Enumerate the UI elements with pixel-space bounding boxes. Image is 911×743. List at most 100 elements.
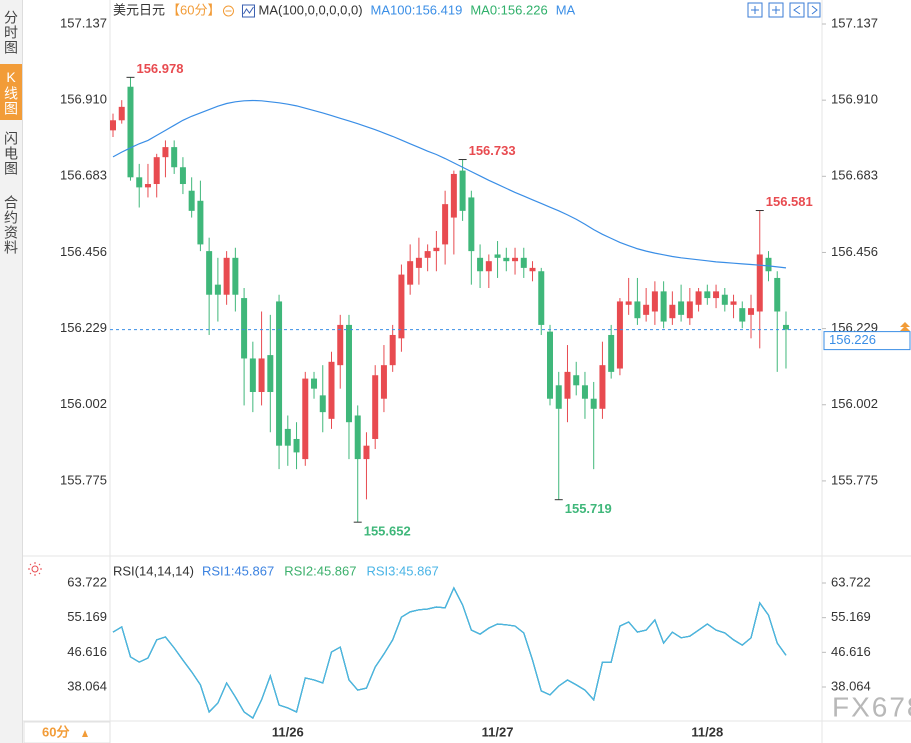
candle-body — [232, 257, 239, 295]
candle-body — [118, 106, 125, 121]
candle-body — [529, 267, 536, 272]
symbol: 美元日元 — [113, 2, 165, 17]
candle-body — [136, 177, 143, 188]
period[interactable]: 【60分】 — [167, 2, 220, 17]
candle-body — [503, 257, 510, 262]
period-arrow[interactable] — [82, 730, 88, 737]
candle-body — [477, 257, 484, 272]
candle-body — [153, 157, 160, 185]
candle-body — [241, 298, 248, 359]
legend-entry: RSI1:45.867 — [202, 563, 274, 578]
legend-entry: RSI2:45.867 — [284, 563, 356, 578]
tab[interactable]: 合约资料 — [3, 195, 19, 255]
y-tick-label: 156.910 — [60, 92, 107, 107]
candle-body — [258, 358, 265, 393]
rsi-line — [112, 586, 787, 719]
candle-body — [363, 445, 370, 460]
legend-entry: RSI3:45.867 — [367, 563, 439, 578]
y-tick-label-right: 156.456 — [831, 244, 878, 259]
rsi-tick-label: 63.722 — [67, 574, 107, 589]
toolbar[interactable] — [747, 2, 821, 18]
candle-body — [643, 304, 650, 315]
y-tick-label: 155.775 — [60, 472, 107, 487]
rsi-tick-label-right: 38.064 — [831, 678, 871, 693]
candle-body — [206, 251, 213, 295]
indicator: MA(100,0,0,0,0,0) — [258, 2, 362, 17]
price-arrow[interactable] — [900, 326, 910, 331]
last-price-label: 156.226 — [829, 332, 876, 347]
rsi-line — [112, 586, 787, 719]
candle-body — [678, 301, 685, 315]
candle-body — [459, 170, 466, 211]
candle-body — [782, 324, 789, 330]
candle-body — [249, 358, 256, 393]
candle-body — [468, 197, 475, 252]
tab[interactable]: 分时图 — [3, 9, 19, 55]
extreme-label: 155.652 — [364, 524, 411, 539]
collapse-icon[interactable] — [222, 5, 234, 17]
y-tick-label: 156.683 — [60, 168, 107, 183]
candle-body — [512, 257, 519, 262]
candle-body — [433, 247, 440, 252]
candle-body — [634, 301, 641, 319]
candle-body — [214, 284, 221, 295]
x-tick-label: 11/26 — [272, 724, 304, 739]
last-price-box — [823, 331, 911, 351]
candle-body — [398, 274, 405, 339]
candle-body — [407, 261, 414, 285]
candle-body — [197, 200, 204, 245]
ma-line — [112, 99, 787, 269]
y-tick-label: 156.229 — [60, 320, 107, 335]
candle-body — [223, 257, 230, 295]
watermark: FX678 — [832, 691, 911, 722]
candle-body — [748, 308, 755, 315]
rsi-tick-label: 38.064 — [67, 678, 107, 693]
indicator-icon[interactable] — [241, 4, 255, 18]
rsi-tick-label-right: 63.722 — [831, 574, 871, 589]
candle-body — [660, 291, 667, 322]
candle-body — [774, 277, 781, 312]
candle-body — [127, 86, 134, 178]
period-button[interactable] — [23, 721, 111, 743]
legend-entry: MA — [556, 2, 576, 17]
tab[interactable]: 闪电图 — [3, 130, 19, 176]
candle-body — [110, 120, 116, 131]
candle-body — [162, 147, 169, 158]
candle-body — [625, 301, 632, 305]
candle-body — [293, 438, 300, 453]
y-tick-label-right: 156.002 — [831, 396, 878, 411]
candle-body — [590, 398, 597, 409]
candle-body — [494, 254, 501, 258]
candle-body — [581, 385, 588, 399]
legend-entry: MA100:156.419 — [371, 2, 463, 17]
candle-body — [608, 334, 615, 372]
rsi-line — [112, 586, 787, 719]
candle-body — [547, 331, 553, 399]
candle-body — [179, 167, 186, 185]
y-tick-label: 156.456 — [60, 244, 107, 259]
candle-body — [424, 251, 431, 258]
candle-body — [721, 294, 728, 305]
candle-body — [765, 257, 772, 272]
price-arrow[interactable] — [900, 322, 910, 327]
candle-body — [389, 334, 396, 366]
candle-body — [372, 375, 379, 439]
rsi-tick-label-right: 46.616 — [831, 644, 871, 659]
period-button-label[interactable]: 60分 — [42, 724, 69, 739]
candle-body — [555, 385, 562, 409]
candle-body — [573, 375, 580, 386]
settings-icon[interactable] — [28, 562, 42, 576]
y-tick-label-right: 156.683 — [831, 168, 878, 183]
candle-body — [144, 184, 151, 188]
candle-body — [284, 428, 291, 446]
candle-body — [328, 361, 335, 419]
extreme-label: 155.719 — [565, 501, 612, 516]
candle-body — [319, 395, 326, 413]
tab[interactable]: K线图 — [0, 64, 22, 120]
rsi-tick-label: 55.169 — [67, 609, 107, 624]
candle-body — [538, 271, 545, 325]
candle-body — [713, 291, 720, 299]
extreme-label: 156.581 — [766, 194, 813, 209]
y-tick-label-right: 155.775 — [831, 472, 878, 487]
